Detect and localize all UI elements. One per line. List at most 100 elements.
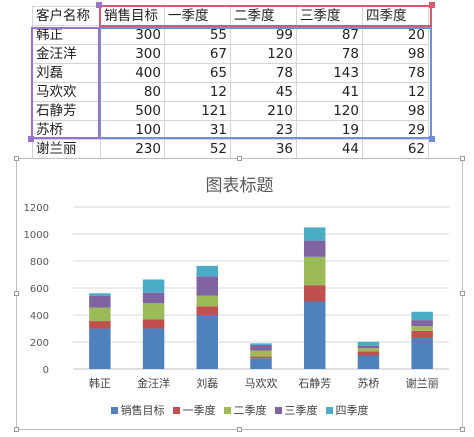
bar-segment[interactable] (196, 276, 219, 296)
bar-segment[interactable] (89, 293, 111, 296)
chart-resize-handle[interactable] (14, 427, 19, 432)
customer-name-cell[interactable]: 石静芳 (32, 101, 101, 121)
table-row[interactable]: 石静芳 500 121 210 120 98 (32, 101, 429, 121)
range-resize-handle[interactable] (96, 2, 102, 8)
range-resize-handle[interactable] (429, 2, 435, 8)
chart-resize-handle[interactable] (14, 291, 19, 296)
bar-segment[interactable] (196, 306, 219, 315)
legend-entry[interactable]: 二季度 (223, 402, 267, 418)
chart-plot[interactable]: 0 200 400 600 800 1000 1200 韩正 金汪洋 刘磊 马欢欢 石静芳 苏桥 谢兰丽 (17, 159, 462, 429)
value-cell[interactable]: 98 (362, 44, 429, 64)
value-cell[interactable]: 12 (164, 82, 231, 102)
table-row[interactable]: 谢兰丽 230 52 36 44 62 (32, 139, 429, 159)
bar-segment[interactable] (142, 279, 165, 293)
customer-name-cell[interactable]: 刘磊 (32, 63, 101, 83)
bar-segment[interactable] (303, 256, 326, 286)
customer-name-cell[interactable]: 金汪洋 (32, 44, 101, 64)
value-cell[interactable]: 120 (230, 44, 297, 64)
range-resize-handle[interactable] (28, 136, 34, 142)
bar-segment[interactable] (89, 328, 111, 370)
value-cell[interactable]: 62 (362, 139, 429, 159)
bar-segment[interactable] (196, 315, 219, 369)
data-table[interactable]: 客户名称 销售目标 一季度 二季度 三季度 四季度 韩正 300 55 99 87 20 金… (32, 6, 429, 159)
bar-segment[interactable] (357, 348, 380, 352)
bar-segment[interactable] (142, 319, 165, 329)
bar-segment[interactable] (89, 321, 111, 329)
chart-resize-handle[interactable] (14, 156, 19, 161)
value-cell[interactable]: 121 (164, 101, 231, 121)
value-cell[interactable]: 78 (362, 63, 429, 83)
legend-entry[interactable]: 一季度 (172, 402, 216, 418)
bar-segment[interactable] (89, 307, 111, 322)
bar-segment[interactable] (250, 343, 272, 345)
chart-resize-handle[interactable] (237, 156, 242, 161)
customer-name-cell[interactable]: 韩正 (32, 25, 101, 45)
bar-segment[interactable] (250, 356, 272, 359)
customer-name-cell[interactable]: 谢兰丽 (32, 139, 101, 159)
value-cell[interactable]: 230 (100, 139, 165, 159)
value-cell[interactable]: 210 (230, 101, 297, 121)
bar-segment[interactable] (303, 285, 326, 302)
column-header[interactable]: 二季度 (230, 6, 297, 26)
chart-resize-handle[interactable] (237, 427, 242, 432)
value-cell[interactable]: 98 (362, 101, 429, 121)
value-cell[interactable]: 52 (164, 139, 231, 159)
value-cell[interactable]: 65 (164, 63, 231, 83)
column-header[interactable]: 三季度 (296, 6, 363, 26)
value-cell[interactable]: 300 (100, 25, 165, 45)
bar-segment[interactable] (142, 292, 165, 304)
value-cell[interactable]: 19 (296, 120, 363, 140)
value-cell[interactable]: 20 (362, 25, 429, 45)
value-cell[interactable]: 55 (164, 25, 231, 45)
bar-segment[interactable] (411, 330, 433, 338)
chart-area[interactable]: 图表标题 0 200 400 600 800 1000 1200 韩正 金汪洋 刘磊 马欢欢 石静芳 苏… (14, 156, 465, 432)
customer-name-cell[interactable]: 苏桥 (32, 120, 101, 140)
table-row[interactable]: 刘磊 400 65 78 143 78 (32, 63, 429, 83)
value-cell[interactable]: 45 (230, 82, 297, 102)
bar-segment[interactable] (303, 301, 326, 370)
value-cell[interactable]: 100 (100, 120, 165, 140)
bar-segment[interactable] (411, 326, 433, 331)
column-header[interactable]: 四季度 (362, 6, 429, 26)
bar-segment[interactable] (303, 227, 326, 241)
table-row[interactable]: 马欢欢 80 12 45 41 12 (32, 82, 429, 102)
table-row[interactable]: 苏桥 100 31 23 19 29 (32, 120, 429, 140)
bar-segment[interactable] (142, 303, 165, 320)
value-cell[interactable]: 12 (362, 82, 429, 102)
bar-segment[interactable] (142, 328, 165, 370)
value-cell[interactable]: 44 (296, 139, 363, 159)
chart-resize-handle[interactable] (460, 156, 465, 161)
bar-segment[interactable] (303, 240, 326, 257)
bar-segment[interactable] (196, 295, 219, 307)
bar-segment[interactable] (357, 345, 380, 349)
bar-segment[interactable] (250, 344, 272, 351)
column-header[interactable]: 销售目标 (100, 6, 165, 26)
legend-entry[interactable]: 销售目标 (110, 402, 165, 418)
value-cell[interactable]: 80 (100, 82, 165, 102)
value-cell[interactable]: 31 (164, 120, 231, 140)
value-cell[interactable]: 67 (164, 44, 231, 64)
value-cell[interactable]: 99 (230, 25, 297, 45)
range-resize-handle[interactable] (429, 136, 435, 142)
bar-segment[interactable] (357, 355, 380, 370)
bar-segment[interactable] (411, 337, 433, 369)
chart-resize-handle[interactable] (460, 291, 465, 296)
table-row[interactable]: 韩正 300 55 99 87 20 (32, 25, 429, 45)
value-cell[interactable]: 500 (100, 101, 165, 121)
value-cell[interactable]: 87 (296, 25, 363, 45)
column-header[interactable]: 一季度 (164, 6, 231, 26)
bar-segment[interactable] (196, 265, 219, 277)
legend-entry[interactable]: 三季度 (274, 402, 318, 418)
spreadsheet-range[interactable]: 客户名称 销售目标 一季度 二季度 三季度 四季度 韩正 300 55 99 87 20 金… (0, 0, 474, 159)
column-header[interactable]: 客户名称 (32, 6, 101, 26)
value-cell[interactable]: 300 (100, 44, 165, 64)
bar-segment[interactable] (357, 341, 380, 346)
table-row[interactable]: 金汪洋 300 67 120 78 98 (32, 44, 429, 64)
value-cell[interactable]: 41 (296, 82, 363, 102)
value-cell[interactable]: 23 (230, 120, 297, 140)
bar-segment[interactable] (89, 295, 111, 308)
value-cell[interactable]: 78 (230, 63, 297, 83)
value-cell[interactable]: 143 (296, 63, 363, 83)
value-cell[interactable]: 400 (100, 63, 165, 83)
chart-title[interactable]: 图表标题 (205, 176, 274, 196)
